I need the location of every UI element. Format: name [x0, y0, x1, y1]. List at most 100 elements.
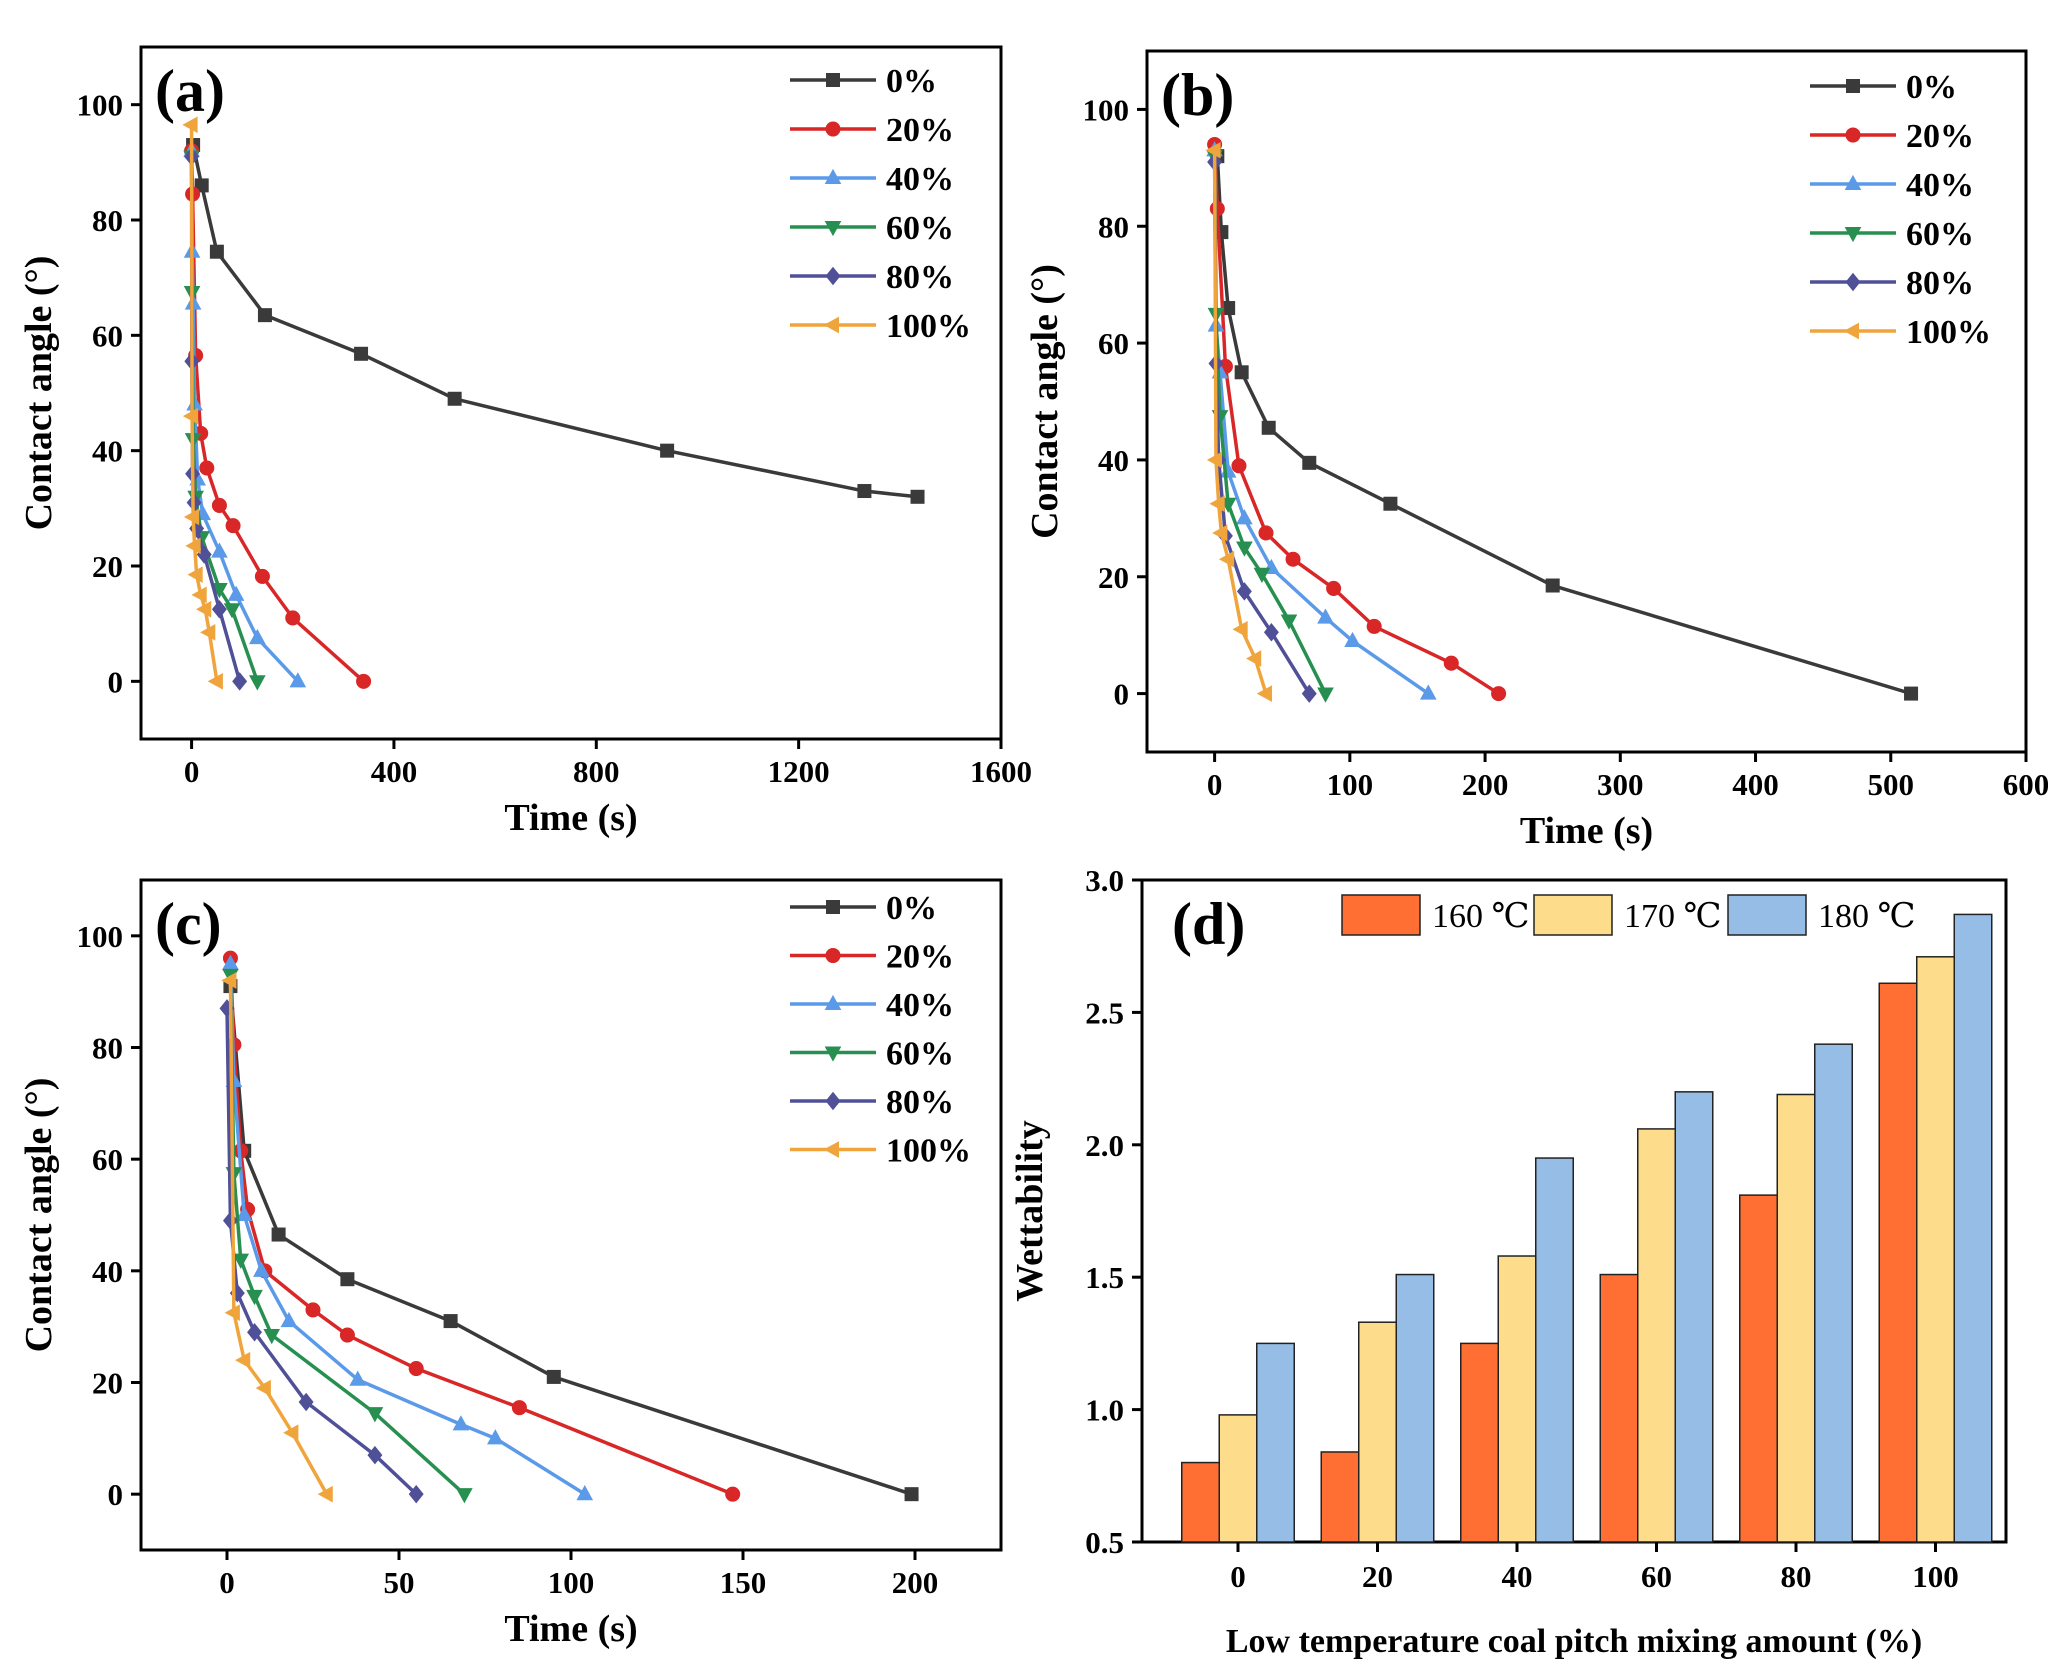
- x-tick-label: 60: [1641, 1559, 1672, 1594]
- x-axis-title: Time (s): [504, 1608, 637, 1650]
- data-point: [223, 603, 241, 619]
- legend-marker: [826, 900, 840, 914]
- series-160: [1181, 982, 1918, 1543]
- legend-label: 20%: [886, 939, 954, 976]
- legend-marker: [825, 1091, 841, 1111]
- data-point: [1302, 455, 1317, 470]
- series-line: [228, 985, 913, 1496]
- x-tick-label: 100: [1912, 1559, 1959, 1594]
- data-point: [200, 623, 216, 641]
- x-tick-label: 80: [1781, 1559, 1812, 1594]
- data-point: [211, 542, 228, 558]
- chart-panel-a: 0 400 800 1200 1600 0 20 40 60 80 100 Time (s) Conta…: [18, 45, 1032, 839]
- legend-entry-20: 20%: [790, 939, 954, 976]
- data-point: [1317, 608, 1334, 624]
- panel-label: (d): [1172, 891, 1245, 957]
- x-tick-label: 150: [720, 1565, 767, 1600]
- data-point: [253, 1261, 270, 1277]
- x-tick-label: 400: [1732, 767, 1779, 802]
- data-point: [285, 610, 301, 626]
- legend-label: 80%: [886, 259, 954, 296]
- series-line: [228, 958, 734, 1496]
- data-point: [222, 1211, 238, 1230]
- data-point: [271, 1227, 286, 1242]
- data-point: [1231, 458, 1247, 474]
- data-point: [1545, 578, 1560, 593]
- y-tick-label: 80: [92, 1031, 123, 1066]
- data-point: [1383, 496, 1398, 511]
- data-point: [511, 1400, 527, 1416]
- x-tick-label: 0: [1207, 767, 1223, 802]
- data-point: [1366, 618, 1382, 634]
- bar: [1460, 1342, 1499, 1543]
- legend-marker: [824, 220, 842, 237]
- bar: [1218, 1414, 1258, 1543]
- data-point: [283, 1424, 299, 1442]
- data-point: [904, 1487, 919, 1502]
- bar: [1878, 982, 1918, 1543]
- data-point: [857, 484, 872, 499]
- data-point: [487, 1429, 504, 1445]
- bar: [1814, 1043, 1853, 1543]
- legend-marker: [1844, 226, 1862, 243]
- y-tick-label: 2.5: [1085, 995, 1124, 1030]
- data-point: [354, 346, 369, 361]
- legend-label: 100%: [886, 1133, 971, 1170]
- bar: [1599, 1273, 1639, 1543]
- data-point: [317, 1485, 333, 1503]
- series-0: [1210, 149, 1919, 701]
- data-point: [339, 1327, 355, 1343]
- panel-label: (a): [155, 58, 225, 124]
- legend-entry-100: 100%: [1810, 314, 1991, 351]
- y-tick-label: 40: [92, 434, 123, 469]
- data-point: [183, 508, 200, 526]
- series-60: [222, 968, 473, 1504]
- data-point: [356, 673, 372, 689]
- data-point: [235, 1205, 253, 1222]
- data-point: [546, 1369, 561, 1384]
- y-tick-label: 60: [92, 318, 123, 353]
- series-line: [228, 974, 466, 1496]
- legend-entry-80: 80%: [790, 259, 954, 296]
- series-100: [182, 116, 223, 690]
- legend-marker: [824, 168, 842, 185]
- bar: [1637, 1128, 1676, 1543]
- bar: [1256, 1342, 1295, 1543]
- series-180: [1256, 913, 1993, 1543]
- data-point: [1443, 655, 1459, 671]
- data-point: [1209, 201, 1225, 217]
- panel-label: (c): [155, 891, 222, 957]
- data-point: [1261, 420, 1276, 435]
- legend-marker: [824, 994, 842, 1011]
- x-tick-label: 0: [1230, 1559, 1246, 1594]
- bar: [1320, 1451, 1360, 1543]
- data-point: [263, 1329, 281, 1345]
- data-point: [221, 972, 237, 989]
- y-tick-label: 0.5: [1085, 1525, 1124, 1560]
- legend-entry-40: 40%: [1810, 167, 1974, 204]
- data-point: [246, 1289, 263, 1306]
- y-tick-label: 20: [1098, 560, 1129, 595]
- x-tick-label: 100: [548, 1565, 595, 1600]
- x-axis-title: Time (s): [504, 797, 637, 839]
- data-point: [1232, 621, 1248, 638]
- y-tick-label: 3.0: [1085, 863, 1124, 898]
- data-point: [1236, 509, 1253, 525]
- data-point: [247, 1323, 262, 1342]
- bar: [1395, 1273, 1435, 1543]
- y-tick-label: 100: [1083, 92, 1130, 127]
- series-80: [219, 999, 424, 1504]
- bar: [1674, 1091, 1714, 1543]
- series-20: [1207, 136, 1507, 702]
- data-point: [235, 1351, 251, 1369]
- data-point: [254, 568, 270, 584]
- y-axis-title: Contact angle (°): [18, 1078, 60, 1353]
- data-point: [255, 1379, 271, 1397]
- data-point: [280, 1311, 298, 1328]
- legend-entry-0: 0%: [790, 63, 937, 100]
- legend-swatch: [1727, 894, 1807, 936]
- legend-entry-40: 40%: [790, 161, 954, 198]
- y-tick-label: 100: [77, 919, 124, 954]
- data-point: [207, 673, 223, 690]
